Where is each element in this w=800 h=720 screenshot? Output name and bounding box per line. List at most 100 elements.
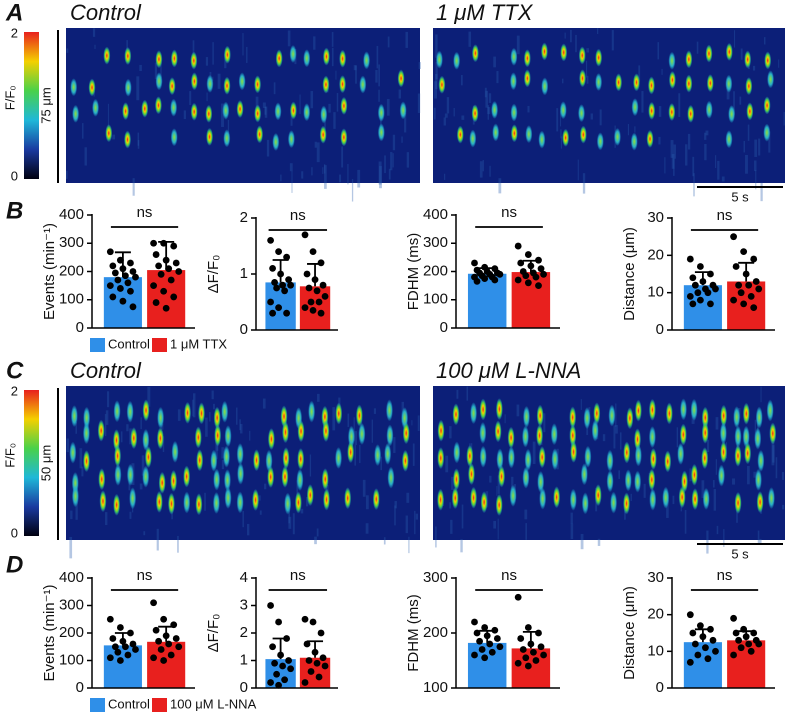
data-point	[522, 654, 530, 662]
y-axis-label: ΔF/F₀	[205, 614, 222, 653]
noise	[643, 483, 646, 498]
y-tick-label: 200	[59, 624, 84, 641]
noise	[496, 485, 498, 496]
condition-label: Control	[70, 0, 142, 25]
spark	[384, 442, 392, 465]
spark	[335, 446, 343, 469]
spark	[745, 77, 753, 96]
y-tick-label: 0	[656, 679, 664, 696]
y-tick-label: 400	[423, 206, 448, 223]
noise	[768, 131, 771, 153]
noise	[504, 414, 506, 424]
noise	[596, 28, 599, 34]
spark	[223, 76, 231, 95]
colorbar-tick: 0	[11, 525, 18, 540]
spark	[510, 103, 518, 122]
noise	[371, 419, 373, 443]
noise	[760, 386, 762, 403]
spark	[756, 491, 764, 514]
y-tick-label: 100	[59, 651, 84, 668]
noise	[209, 412, 211, 422]
noise	[328, 103, 331, 113]
data-point	[106, 654, 114, 662]
spark	[213, 406, 221, 429]
noise	[264, 106, 267, 115]
spark	[236, 443, 244, 466]
noise	[309, 454, 312, 477]
data-point	[283, 253, 291, 261]
noise	[497, 475, 500, 494]
data-point	[319, 281, 327, 289]
noise	[434, 81, 438, 99]
legend-label: 100 μM L-NNA	[170, 696, 257, 711]
spark	[491, 100, 499, 119]
data-point	[481, 624, 489, 631]
noise	[758, 138, 761, 156]
spark	[742, 402, 750, 425]
data-point	[745, 281, 753, 289]
spark	[114, 463, 122, 486]
spark	[319, 125, 327, 144]
kymograph-image	[433, 386, 785, 554]
spark	[70, 405, 78, 428]
data-point	[471, 618, 478, 626]
noise	[715, 459, 717, 475]
noise	[453, 107, 455, 117]
noise	[242, 33, 244, 56]
spark	[562, 128, 570, 147]
spark	[634, 470, 642, 493]
y-tick-label: 30	[647, 569, 664, 586]
noise	[70, 510, 73, 520]
data-point	[309, 618, 317, 626]
data-point	[281, 287, 289, 295]
noise	[485, 90, 488, 108]
noise	[354, 431, 357, 446]
noise	[613, 425, 616, 449]
spark	[595, 48, 603, 67]
noise	[496, 71, 499, 84]
noise	[487, 107, 491, 115]
spark	[212, 491, 220, 514]
noise	[126, 424, 129, 432]
data-point	[273, 670, 280, 678]
spark	[754, 427, 762, 450]
noise	[713, 489, 716, 511]
data-point	[514, 276, 522, 284]
data-point	[740, 300, 748, 308]
noise	[466, 386, 469, 401]
data-point	[305, 284, 313, 292]
data-point	[175, 643, 183, 651]
spark	[593, 402, 601, 425]
data-point	[750, 255, 758, 263]
noise	[562, 78, 564, 84]
spark	[236, 100, 244, 119]
noise	[394, 501, 397, 509]
noise	[379, 166, 382, 189]
y-tick-label: 3	[240, 596, 248, 613]
noise	[137, 132, 140, 146]
data-point	[530, 648, 537, 656]
spark	[720, 404, 728, 427]
data-point	[285, 276, 293, 283]
noise	[771, 441, 775, 466]
noise	[449, 426, 452, 439]
spark	[83, 450, 91, 473]
spark	[210, 449, 218, 472]
spark	[734, 425, 742, 448]
data-point	[481, 275, 489, 282]
spark	[194, 426, 202, 449]
spark	[238, 72, 246, 91]
spark	[221, 400, 229, 423]
noise	[205, 57, 209, 66]
noise	[392, 134, 396, 151]
noise	[357, 169, 361, 188]
data-point	[524, 662, 532, 670]
spark	[397, 69, 405, 88]
data-point	[116, 285, 124, 292]
noise	[314, 141, 317, 148]
noise	[743, 140, 745, 153]
spark	[124, 78, 132, 97]
noise	[305, 497, 309, 507]
noise	[392, 153, 394, 168]
spark	[377, 123, 385, 142]
